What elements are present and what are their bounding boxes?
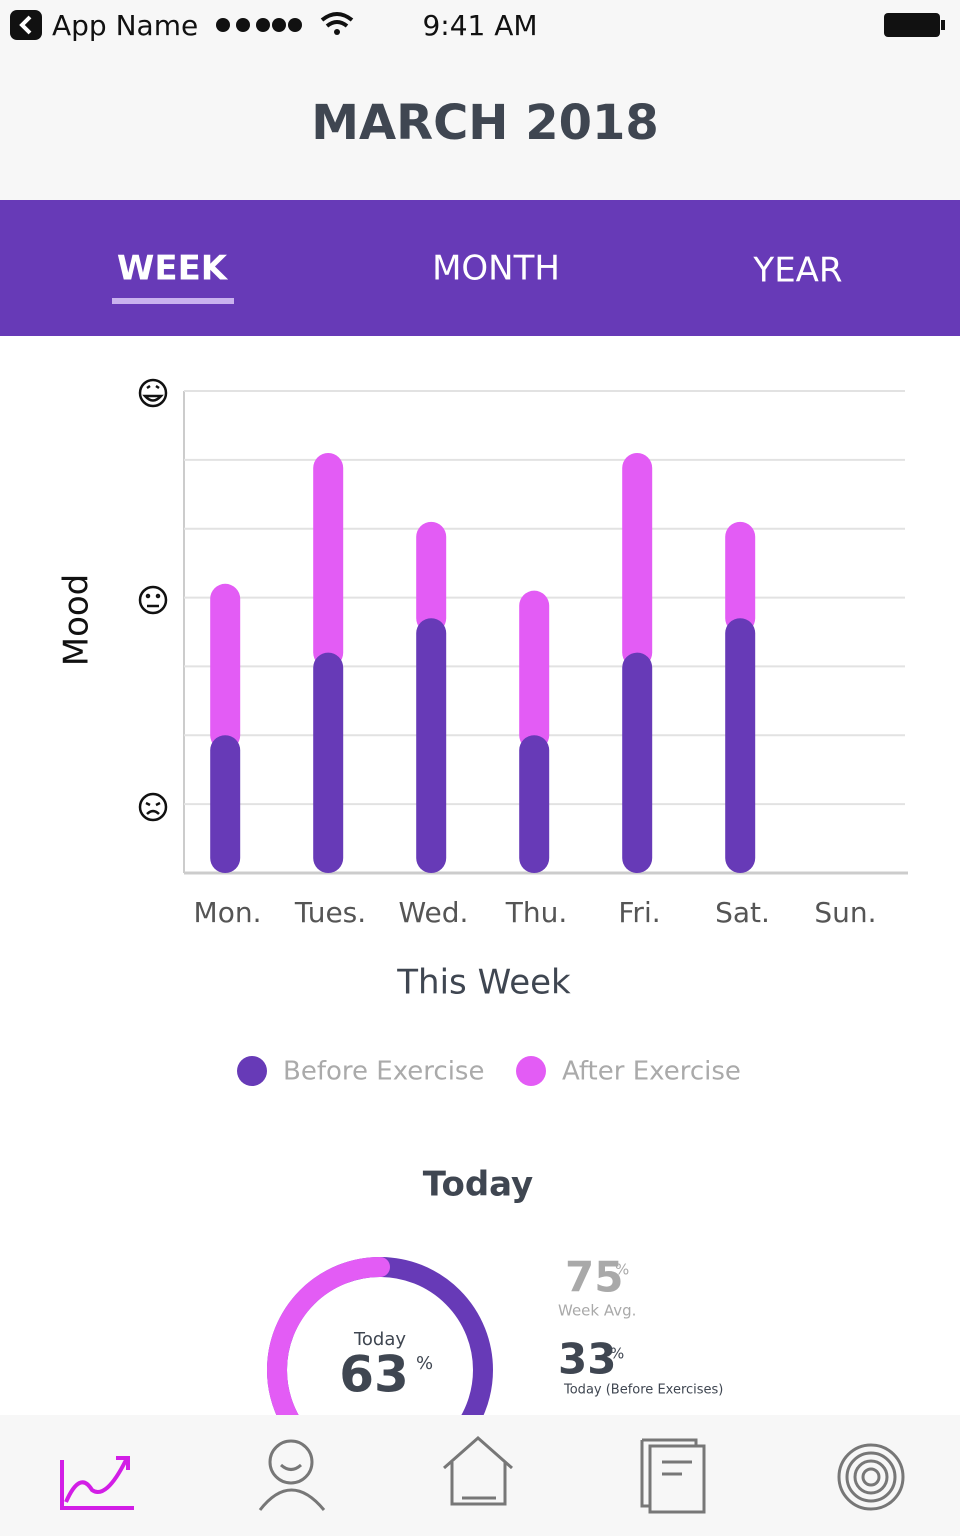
bar-segment — [622, 452, 653, 668]
nav-profile[interactable] — [258, 1439, 326, 1511]
x-tick-label: Thu. — [505, 896, 568, 929]
x-tick-label: Fri. — [618, 896, 660, 929]
tab[interactable]: YEAR — [752, 251, 842, 291]
tab[interactable]: MONTH — [432, 249, 560, 289]
legend-label: After Exercise — [562, 1057, 741, 1087]
battery-tip — [941, 20, 945, 30]
x-tick-label: Mon. — [194, 896, 262, 929]
bar-segment — [210, 735, 241, 873]
nav-bg — [0, 1415, 960, 1536]
stat-unit: % — [610, 1345, 624, 1363]
x-axis-label: This Week — [396, 963, 571, 1003]
bar-segment — [519, 735, 550, 873]
clock: 9:41 AM — [422, 9, 537, 42]
ring-unit: % — [416, 1353, 433, 1374]
bar-segment — [725, 521, 756, 634]
bar-segment — [519, 590, 550, 751]
stat-value: 75 — [565, 1253, 623, 1302]
legend-label: Before Exercise — [283, 1057, 484, 1087]
legend-swatch — [237, 1056, 267, 1086]
stat-label: Week Avg. — [558, 1302, 636, 1320]
face-happy — [138, 378, 168, 408]
app-name: App Name — [52, 9, 198, 42]
y-axis-label: Mood — [57, 574, 97, 667]
bar-segment — [313, 452, 344, 668]
x-tick-label: Tues. — [294, 896, 366, 929]
header-bg — [0, 0, 960, 200]
tab[interactable]: WEEK — [117, 249, 229, 289]
ring-label: Today — [353, 1329, 406, 1350]
section-title: Today — [423, 1165, 533, 1205]
x-tick-label: Sun. — [814, 896, 876, 929]
nav-meditate[interactable] — [837, 1443, 905, 1511]
battery-icon — [884, 13, 940, 37]
bar-segment — [313, 652, 344, 873]
face-neutral — [138, 585, 168, 615]
tab-indicator — [112, 298, 234, 304]
bar-segment — [210, 583, 241, 751]
nav-stats[interactable] — [60, 1456, 134, 1510]
ring-value: 63 — [339, 1346, 409, 1404]
nav-journal[interactable] — [640, 1438, 706, 1514]
legend-swatch — [516, 1056, 546, 1086]
bar-segment — [416, 521, 447, 634]
bar-segment — [622, 652, 653, 873]
stat-unit: % — [615, 1261, 629, 1279]
x-tick-label: Sat. — [715, 896, 770, 929]
stat-label: Today (Before Exercises) — [563, 1383, 723, 1398]
nav-bar — [60, 1435, 905, 1514]
page-title: MARCH 2018 — [311, 95, 659, 151]
wifi-dot — [334, 29, 340, 35]
content-bg — [0, 336, 960, 1416]
wifi-icon — [320, 12, 354, 28]
signal-dots — [216, 18, 302, 32]
bar-segment — [725, 618, 756, 873]
back-icon[interactable] — [10, 10, 42, 40]
bar-segment — [416, 618, 447, 873]
face-sad — [138, 792, 168, 822]
nav-home[interactable] — [443, 1435, 513, 1506]
x-tick-label: Wed. — [399, 896, 469, 929]
stat-value: 33 — [558, 1335, 616, 1384]
back-chevron — [19, 15, 32, 35]
tab-bar-bg — [0, 200, 960, 336]
